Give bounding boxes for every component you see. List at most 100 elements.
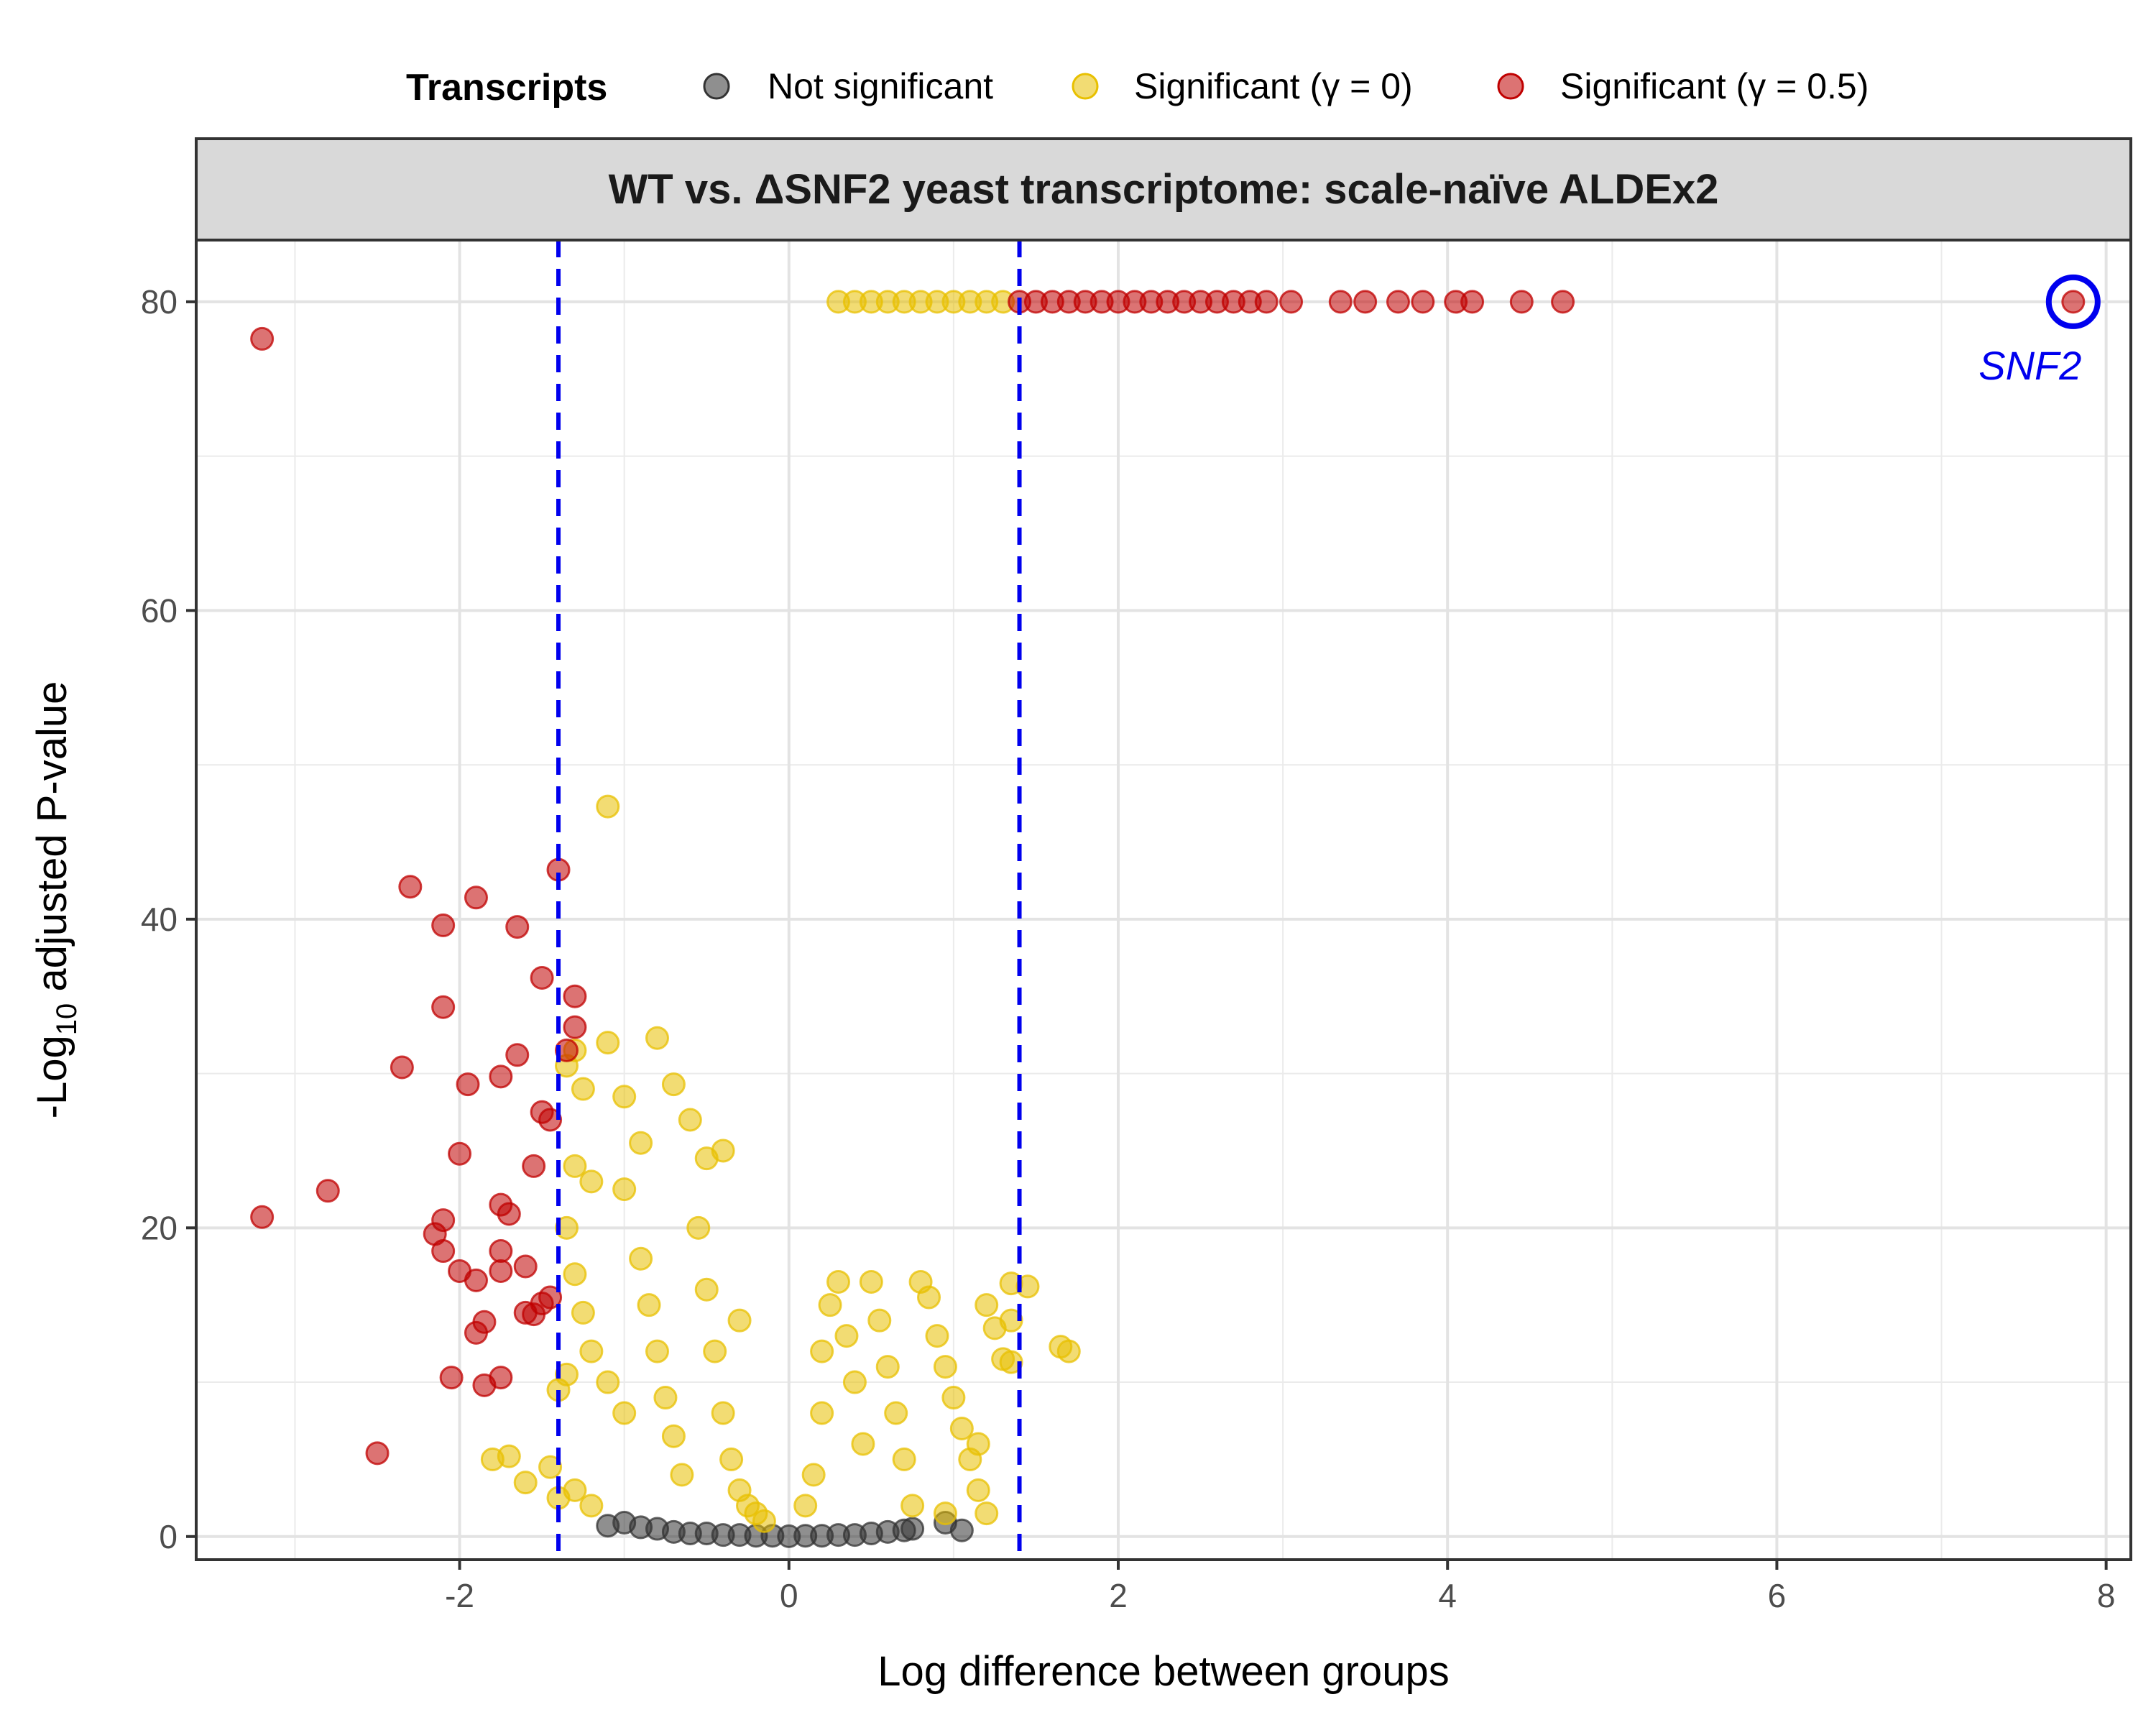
data-point <box>859 1269 883 1294</box>
data-point <box>975 1501 999 1526</box>
legend-label-significant-gamma-05: Significant (γ = 0.5) <box>1560 66 1869 106</box>
y-tick-label: 60 <box>141 592 178 629</box>
data-point <box>1460 290 1485 314</box>
data-point <box>365 1441 390 1466</box>
x-tick-label: 6 <box>1768 1577 1787 1614</box>
data-point <box>612 1401 637 1425</box>
data-point <box>513 1254 538 1279</box>
data-point <box>472 1310 497 1334</box>
data-point <box>513 1471 538 1495</box>
legend-title: Transcripts <box>406 67 607 109</box>
data-point <box>489 1259 513 1283</box>
x-axis: -2 0 2 4 6 8 Log difference between groups <box>445 1560 2115 1695</box>
data-point <box>431 913 456 937</box>
data-point <box>489 1366 513 1390</box>
facet-strip: WT vs. ΔSNF2 yeast transcriptome: scale-… <box>195 137 2132 242</box>
y-axis-title-subscript: 10 <box>51 1003 83 1036</box>
data-point <box>818 1293 842 1317</box>
x-tick-label: 4 <box>1438 1577 1457 1614</box>
data-point <box>999 1308 1023 1333</box>
data-point <box>431 1239 456 1264</box>
data-point <box>1353 290 1378 314</box>
data-point <box>1551 290 1575 314</box>
data-point <box>1279 290 1304 314</box>
data-point <box>464 1268 488 1292</box>
facet-strip-background <box>195 137 2132 242</box>
data-point <box>431 995 456 1019</box>
grid-minor <box>196 240 2131 1560</box>
data-point <box>571 1077 595 1101</box>
panel: SNF2 <box>195 239 2132 1561</box>
data-point <box>933 1501 957 1526</box>
data-point <box>867 1308 892 1333</box>
data-point <box>579 1169 604 1194</box>
data-point <box>1015 1274 1040 1299</box>
x-ticks: -2 0 2 4 6 8 <box>445 1560 2115 1614</box>
data-point <box>851 1432 875 1456</box>
data-point <box>975 1293 999 1317</box>
data-point <box>554 1215 579 1240</box>
y-tick-label: 0 <box>159 1518 178 1555</box>
data-point <box>579 1339 604 1363</box>
data-point <box>917 1285 941 1310</box>
data-point <box>315 1179 340 1203</box>
data-point <box>941 1386 966 1410</box>
data-point <box>999 1350 1023 1374</box>
data-point <box>1509 290 1534 314</box>
data-point <box>489 1064 513 1089</box>
data-point <box>892 1447 916 1471</box>
legend-label-significant-gamma-0: Significant (γ = 0) <box>1134 66 1413 106</box>
data-point <box>1411 290 1435 314</box>
data-point <box>875 1355 900 1379</box>
data-point <box>645 1026 669 1050</box>
chart-title: WT vs. ΔSNF2 yeast transcriptome: scale-… <box>609 166 1719 213</box>
data-point <box>612 1177 637 1202</box>
x-tick-label: -2 <box>445 1577 474 1614</box>
y-axis-title: -Log10 adjusted P-value <box>29 681 83 1119</box>
y-axis-title-prefix: -Log <box>29 1035 75 1118</box>
series-2 <box>250 290 2086 1466</box>
threshold-lines <box>556 240 1022 1560</box>
data-point <box>900 1494 925 1518</box>
data-point <box>653 1386 678 1410</box>
data-point <box>678 1108 702 1132</box>
data-point <box>810 1339 834 1363</box>
y-axis-title-suffix: adjusted P-value <box>29 681 75 1003</box>
data-point <box>925 1324 949 1348</box>
data-point <box>1386 290 1410 314</box>
data-point <box>711 1138 735 1163</box>
series-1 <box>480 290 1081 1533</box>
data-point <box>596 1031 620 1055</box>
x-tick-label: 2 <box>1109 1577 1128 1614</box>
data-point <box>596 1370 620 1394</box>
data-point <box>464 886 488 910</box>
data-point <box>661 1072 686 1097</box>
data-point <box>1254 290 1279 314</box>
data-point <box>497 1202 521 1226</box>
data-point <box>596 794 620 819</box>
data-point <box>480 1447 505 1471</box>
data-point <box>530 965 554 990</box>
y-ticks: 0 20 40 60 80 <box>141 283 196 1555</box>
legend-label-not-significant: Not significant <box>768 66 993 106</box>
series-0 <box>596 1510 974 1548</box>
data-point <box>538 1108 563 1132</box>
data-point <box>842 1370 867 1394</box>
data-point <box>563 984 587 1008</box>
y-tick-label: 20 <box>141 1209 178 1246</box>
data-point <box>456 1072 480 1097</box>
data-point <box>439 1366 464 1390</box>
data-point <box>949 1416 974 1440</box>
data-point <box>826 1269 851 1294</box>
data-point <box>554 1038 579 1062</box>
data-point <box>801 1463 826 1487</box>
data-point <box>505 915 530 939</box>
data-point <box>727 1308 752 1333</box>
data-point <box>522 1154 546 1178</box>
data-point <box>949 1518 974 1542</box>
data-point <box>966 1432 990 1456</box>
panel-background <box>196 240 2131 1560</box>
data-point <box>810 1401 834 1425</box>
